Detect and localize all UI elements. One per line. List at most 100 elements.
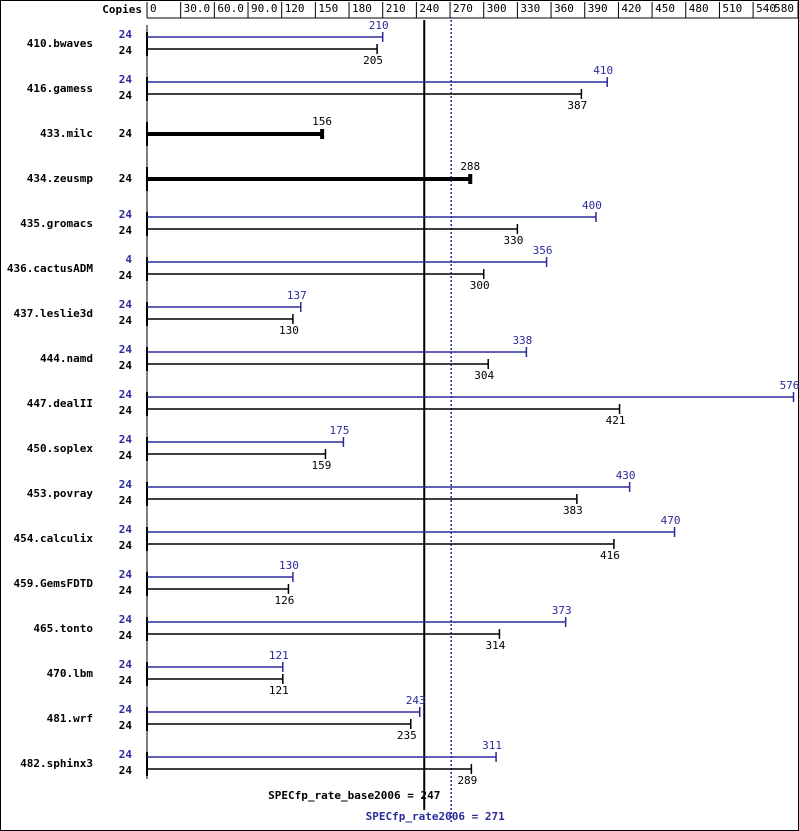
base-copies: 24 bbox=[119, 629, 133, 642]
peak-value-label: 338 bbox=[512, 334, 532, 347]
bar bbox=[147, 89, 583, 99]
bar bbox=[147, 482, 631, 492]
x-tick-label: 300 bbox=[487, 2, 507, 15]
bar bbox=[147, 437, 345, 447]
benchmark-label: 453.povray bbox=[27, 487, 94, 500]
base-metric-label: SPECfp_rate_base2006 = 247 bbox=[268, 789, 440, 802]
x-tick-label: 0 bbox=[150, 2, 157, 15]
benchmark-label: 437.leslie3d bbox=[14, 307, 93, 320]
base-value-label: 421 bbox=[606, 414, 626, 427]
bar bbox=[147, 212, 597, 222]
bar bbox=[147, 764, 473, 774]
bar bbox=[147, 174, 473, 184]
base-copies: 24 bbox=[119, 127, 133, 140]
bar bbox=[147, 404, 621, 414]
peak-value-label: 576 bbox=[780, 379, 799, 392]
base-copies: 24 bbox=[119, 269, 133, 282]
peak-value-label: 410 bbox=[593, 64, 613, 77]
base-value-label: 387 bbox=[567, 99, 587, 112]
peak-copies: 24 bbox=[119, 523, 133, 536]
x-tick-label: 90.0 bbox=[251, 2, 278, 15]
base-copies: 24 bbox=[119, 89, 133, 102]
x-tick-label: 120 bbox=[285, 2, 305, 15]
bar bbox=[147, 302, 302, 312]
base-copies: 24 bbox=[119, 44, 133, 57]
x-tick-label: 540 bbox=[756, 2, 776, 15]
base-copies: 24 bbox=[119, 449, 133, 462]
base-value-label: 205 bbox=[363, 54, 383, 67]
peak-copies: 24 bbox=[119, 73, 133, 86]
base-copies: 24 bbox=[119, 314, 133, 327]
peak-value-label: 400 bbox=[582, 199, 602, 212]
benchmark-label: 433.milc bbox=[40, 127, 93, 140]
peak-value-label: 130 bbox=[279, 559, 299, 572]
peak-copies: 4 bbox=[125, 253, 132, 266]
peak-copies: 24 bbox=[119, 343, 133, 356]
x-tick-label: 210 bbox=[386, 2, 406, 15]
bar bbox=[147, 257, 548, 267]
peak-value-label: 356 bbox=[533, 244, 553, 257]
benchmark-label: 481.wrf bbox=[47, 712, 93, 725]
bar bbox=[147, 707, 421, 717]
x-tick-label: 30.0 bbox=[184, 2, 211, 15]
benchmark-label: 435.gromacs bbox=[20, 217, 93, 230]
x-tick-label: 360 bbox=[554, 2, 574, 15]
bar bbox=[147, 449, 327, 459]
bar bbox=[147, 572, 294, 582]
base-value-label: 300 bbox=[470, 279, 490, 292]
benchmark-label: 416.gamess bbox=[27, 82, 93, 95]
x-tick-label: 580 bbox=[774, 2, 794, 15]
peak-copies: 24 bbox=[119, 478, 133, 491]
base-copies: 24 bbox=[119, 359, 133, 372]
x-tick-label: 480 bbox=[689, 2, 709, 15]
peak-copies: 24 bbox=[119, 703, 133, 716]
base-value-label: 235 bbox=[397, 729, 417, 742]
bar bbox=[147, 224, 519, 234]
bar bbox=[147, 494, 578, 504]
peak-value-label: 470 bbox=[661, 514, 681, 527]
x-tick-label: 180 bbox=[352, 2, 372, 15]
bar bbox=[147, 752, 497, 762]
bar bbox=[147, 527, 676, 537]
peak-copies: 24 bbox=[119, 208, 133, 221]
benchmark-label: 470.lbm bbox=[47, 667, 94, 680]
base-copies: 24 bbox=[119, 674, 133, 687]
bar bbox=[147, 32, 384, 42]
base-value-label: 314 bbox=[486, 639, 506, 652]
bar bbox=[147, 44, 378, 54]
base-value-label: 416 bbox=[600, 549, 620, 562]
bar bbox=[147, 347, 528, 357]
bar bbox=[147, 662, 284, 672]
peak-copies: 24 bbox=[119, 298, 133, 311]
base-value-label: 289 bbox=[457, 774, 477, 787]
base-copies: 24 bbox=[119, 494, 133, 507]
base-value-label: 126 bbox=[274, 594, 294, 607]
base-value-label: 130 bbox=[279, 324, 299, 337]
peak-value-label: 430 bbox=[616, 469, 636, 482]
base-value-label: 330 bbox=[503, 234, 523, 247]
benchmark-label: 444.namd bbox=[40, 352, 93, 365]
benchmark-label: 465.tonto bbox=[33, 622, 93, 635]
base-copies: 24 bbox=[119, 404, 133, 417]
bar bbox=[147, 129, 325, 139]
base-copies: 24 bbox=[119, 719, 133, 732]
peak-value-label: 311 bbox=[482, 739, 502, 752]
base-value-label: 121 bbox=[269, 684, 289, 697]
peak-copies: 24 bbox=[119, 613, 133, 626]
base-value-label: 383 bbox=[563, 504, 583, 517]
base-copies: 24 bbox=[119, 539, 133, 552]
base-value-label: 304 bbox=[474, 369, 494, 382]
bar bbox=[147, 719, 412, 729]
base-copies: 24 bbox=[119, 584, 133, 597]
peak-value-label: 373 bbox=[552, 604, 572, 617]
bar bbox=[147, 629, 501, 639]
base-copies: 24 bbox=[119, 764, 133, 777]
bar bbox=[147, 392, 795, 402]
peak-value-label: 137 bbox=[287, 289, 307, 302]
peak-value-label: 121 bbox=[269, 649, 289, 662]
benchmark-label: 434.zeusmp bbox=[27, 172, 94, 185]
benchmark-label: 450.soplex bbox=[27, 442, 94, 455]
peak-copies: 24 bbox=[119, 388, 133, 401]
